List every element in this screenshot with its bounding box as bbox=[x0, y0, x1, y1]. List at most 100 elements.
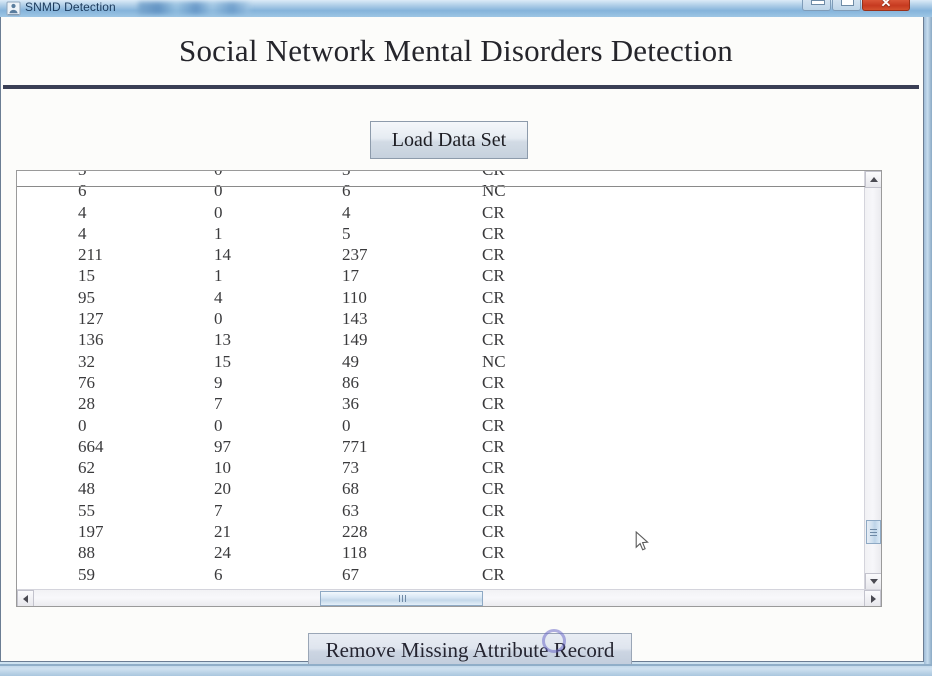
table-cell-class: CR bbox=[482, 436, 505, 456]
horizontal-scrollbar-thumb[interactable] bbox=[320, 591, 483, 606]
table-cell-col1: 59 bbox=[78, 564, 95, 584]
triangle-down-icon bbox=[870, 579, 878, 584]
table-cell-col2: 1 bbox=[214, 266, 223, 286]
table-cell-col2: 13 bbox=[214, 330, 231, 350]
table-row[interactable]: 55 7 63 CR bbox=[17, 500, 865, 521]
table-cell-col3: 110 bbox=[342, 287, 367, 307]
horizontal-scrollbar[interactable] bbox=[17, 589, 881, 606]
vertical-scrollbar-thumb[interactable] bbox=[866, 520, 881, 544]
table-cell-class: CR bbox=[482, 330, 505, 350]
triangle-up-icon bbox=[870, 177, 878, 182]
table-cell-class: CR bbox=[482, 522, 505, 542]
table-cell-col2: 1 bbox=[214, 223, 223, 243]
table-cell-class: NC bbox=[482, 181, 506, 201]
table-cell-col1: 55 bbox=[78, 500, 95, 520]
table-cell-col2: 6 bbox=[214, 564, 223, 584]
load-data-set-button[interactable]: Load Data Set bbox=[370, 121, 528, 159]
table-cell-col2: 0 bbox=[214, 202, 223, 222]
remove-missing-attribute-record-button[interactable]: Remove Missing Attribute Record bbox=[308, 633, 632, 667]
table-cell-class: CR bbox=[482, 309, 505, 329]
table-row[interactable]: 0 0 0 CR bbox=[17, 415, 865, 436]
table-cell-col3: 17 bbox=[342, 266, 359, 286]
table-cell-col1: 6 bbox=[78, 181, 87, 201]
triangle-left-icon bbox=[23, 595, 28, 603]
table-cell-class: CR bbox=[482, 266, 505, 286]
table-cell-col1: 136 bbox=[78, 330, 104, 350]
table-cell-col1: 4 bbox=[78, 202, 87, 222]
table-cell-col3: 49 bbox=[342, 351, 359, 371]
table-cell-col1: 3 bbox=[78, 171, 87, 180]
table-row[interactable]: 28 7 36 CR bbox=[17, 393, 865, 414]
table-cell-col2: 4 bbox=[214, 287, 223, 307]
table-cell-class: CR bbox=[482, 372, 505, 392]
table-row[interactable]: 48 20 68 CR bbox=[17, 478, 865, 499]
table-cell-col2: 15 bbox=[214, 351, 231, 371]
table-cell-col3: 237 bbox=[342, 245, 368, 265]
top-clip-divider bbox=[17, 186, 865, 187]
table-cell-col2: 7 bbox=[214, 500, 223, 520]
table-row[interactable]: 32 15 49 NC bbox=[17, 351, 865, 372]
scroll-up-button[interactable] bbox=[865, 171, 881, 188]
app-icon bbox=[6, 1, 21, 16]
table-row[interactable]: 62 10 73 CR bbox=[17, 457, 865, 478]
table-row[interactable]: 4 0 4 CR bbox=[17, 202, 865, 223]
close-button[interactable]: ✕ bbox=[862, 0, 910, 11]
table-cell-col1: 32 bbox=[78, 351, 95, 371]
scroll-down-button[interactable] bbox=[865, 573, 881, 590]
vertical-scrollbar[interactable] bbox=[864, 171, 881, 590]
table-row[interactable]: 4 1 5 CR bbox=[17, 223, 865, 244]
table-cell-col1: 76 bbox=[78, 372, 95, 392]
table-row[interactable]: 136 13 149 CR bbox=[17, 329, 865, 350]
table-cell-class: CR bbox=[482, 479, 505, 499]
table-cell-col3: 5 bbox=[342, 223, 351, 243]
table-cell-class: CR bbox=[482, 287, 505, 307]
table-row[interactable]: 6 0 6 NC bbox=[17, 180, 865, 201]
table-row[interactable]: 3 0 3 CR bbox=[17, 171, 865, 180]
window-titlebar[interactable]: SNMD Detection ✕ bbox=[0, 0, 932, 17]
table-cell-col1: 15 bbox=[78, 266, 95, 286]
table-cell-col1: 95 bbox=[78, 287, 95, 307]
window-controls: ✕ bbox=[801, 0, 910, 11]
header-divider bbox=[3, 85, 919, 89]
table-row[interactable]: 211 14 237 CR bbox=[17, 244, 865, 265]
window-title: SNMD Detection bbox=[25, 0, 116, 14]
data-table-rows: 303CR606NC404CR415CR21114237CR15117CR954… bbox=[17, 171, 865, 585]
table-cell-col2: 10 bbox=[214, 458, 231, 478]
table-cell-col3: 149 bbox=[342, 330, 368, 350]
table-row[interactable]: 95 4 110 CR bbox=[17, 287, 865, 308]
table-cell-col3: 0 bbox=[342, 415, 351, 435]
close-icon: ✕ bbox=[880, 0, 892, 10]
table-cell-col3: 68 bbox=[342, 479, 359, 499]
table-cell-col1: 0 bbox=[78, 415, 87, 435]
table-row[interactable]: 15 1 17 CR bbox=[17, 265, 865, 286]
table-cell-col3: 228 bbox=[342, 522, 368, 542]
table-cell-col2: 0 bbox=[214, 415, 223, 435]
table-cell-col1: 48 bbox=[78, 479, 95, 499]
table-cell-col3: 3 bbox=[342, 171, 351, 180]
table-row[interactable]: 59 6 67 CR bbox=[17, 564, 865, 585]
table-cell-col3: 4 bbox=[342, 202, 351, 222]
table-cell-class: CR bbox=[482, 394, 505, 414]
table-cell-class: CR bbox=[482, 564, 505, 584]
table-cell-class: CR bbox=[482, 223, 505, 243]
table-cell-col3: 67 bbox=[342, 564, 359, 584]
table-cell-col2: 14 bbox=[214, 245, 231, 265]
triangle-right-icon bbox=[871, 595, 876, 603]
maximize-button[interactable] bbox=[832, 0, 861, 11]
table-cell-col2: 20 bbox=[214, 479, 231, 499]
table-row[interactable]: 127 0 143 CR bbox=[17, 308, 865, 329]
table-cell-col1: 88 bbox=[78, 543, 95, 563]
table-row[interactable]: 664 97 771 CR bbox=[17, 436, 865, 457]
table-cell-col2: 24 bbox=[214, 543, 231, 563]
table-row[interactable]: 76 9 86 CR bbox=[17, 372, 865, 393]
table-cell-col2: 21 bbox=[214, 522, 231, 542]
scroll-right-button[interactable] bbox=[864, 590, 881, 606]
page-title: Social Network Mental Disorders Detectio… bbox=[179, 33, 733, 68]
minimize-button[interactable] bbox=[802, 0, 831, 11]
window-right-edge bbox=[924, 17, 932, 664]
table-cell-col1: 197 bbox=[78, 522, 104, 542]
table-cell-col2: 97 bbox=[214, 436, 231, 456]
scroll-left-button[interactable] bbox=[17, 590, 34, 606]
table-row[interactable]: 88 24 118 CR bbox=[17, 542, 865, 563]
table-row[interactable]: 197 21 228 CR bbox=[17, 521, 865, 542]
